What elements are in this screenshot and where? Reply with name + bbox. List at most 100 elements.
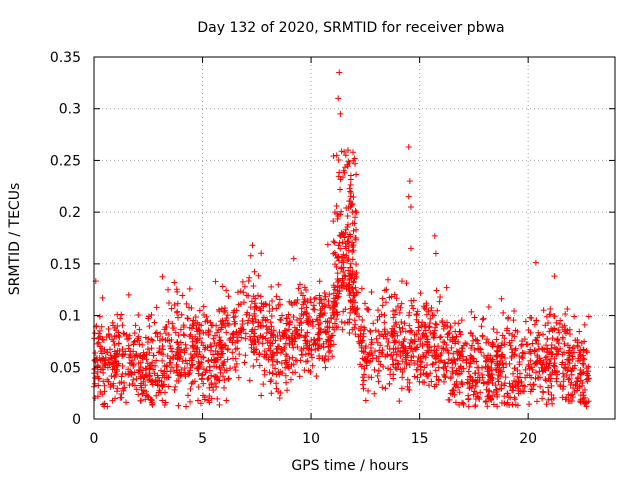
data-point — [280, 333, 287, 340]
data-point — [511, 352, 518, 359]
data-point — [167, 345, 174, 352]
data-point — [501, 355, 508, 362]
data-point — [101, 388, 108, 395]
data-point — [105, 325, 112, 332]
data-point — [388, 328, 395, 335]
data-point — [382, 299, 389, 306]
data-point — [328, 332, 335, 339]
data-point — [572, 382, 579, 389]
data-point — [92, 374, 99, 381]
data-point — [333, 152, 340, 159]
data-point — [539, 368, 546, 375]
data-point — [126, 371, 133, 378]
data-point — [220, 309, 227, 316]
data-point — [149, 359, 156, 366]
data-point — [492, 382, 499, 389]
data-point — [393, 295, 400, 302]
data-point — [560, 378, 567, 385]
data-point — [250, 319, 257, 326]
data-point — [183, 345, 190, 352]
data-point — [307, 299, 314, 306]
data-point — [331, 249, 338, 256]
data-point — [501, 380, 508, 387]
data-point — [406, 379, 413, 386]
data-point — [318, 343, 325, 350]
data-point — [283, 361, 290, 368]
data-point — [361, 326, 368, 333]
data-point — [332, 261, 339, 268]
data-point — [111, 360, 118, 367]
data-point — [557, 317, 564, 324]
data-point — [217, 341, 224, 348]
data-point — [279, 332, 286, 339]
data-point — [191, 352, 198, 359]
data-point — [363, 360, 370, 366]
data-point — [433, 321, 440, 328]
data-point — [494, 361, 501, 368]
data-point — [350, 149, 357, 156]
data-point — [159, 273, 166, 280]
data-point — [579, 360, 586, 367]
data-point — [392, 338, 399, 345]
data-point — [230, 330, 237, 337]
data-point — [559, 335, 566, 342]
data-point — [196, 321, 203, 328]
data-point — [564, 305, 571, 312]
data-point — [136, 341, 143, 348]
data-point — [142, 365, 149, 372]
data-point — [249, 242, 256, 249]
data-point — [419, 379, 426, 386]
data-point — [294, 316, 301, 323]
data-point — [232, 367, 239, 374]
data-point — [352, 236, 359, 243]
data-point — [565, 356, 572, 363]
data-point — [426, 343, 433, 350]
data-point — [94, 340, 101, 347]
data-point — [161, 389, 168, 396]
data-point — [465, 368, 472, 375]
data-point — [237, 288, 244, 295]
data-point — [330, 341, 337, 348]
data-point — [186, 285, 193, 292]
data-point — [490, 401, 497, 408]
data-point — [291, 324, 298, 331]
data-point — [467, 374, 474, 381]
data-point — [338, 148, 345, 155]
data-point — [292, 335, 299, 342]
data-point — [304, 357, 311, 364]
data-point — [373, 335, 380, 342]
data-point — [210, 335, 217, 342]
data-point — [142, 396, 149, 403]
data-point — [322, 329, 329, 336]
data-point — [316, 330, 323, 337]
data-point — [313, 373, 320, 380]
data-point — [184, 315, 191, 322]
data-point — [288, 332, 295, 339]
data-point — [273, 380, 280, 387]
data-point — [485, 363, 492, 370]
data-point — [561, 322, 568, 329]
data-point — [148, 345, 155, 352]
data-point — [345, 267, 352, 274]
data-point — [476, 345, 483, 352]
data-point — [318, 296, 325, 303]
data-point — [222, 317, 229, 324]
chart-title: Day 132 of 2020, SRMTID for receiver pbw… — [197, 20, 504, 36]
data-point — [413, 344, 420, 351]
data-point — [326, 319, 333, 326]
data-point — [466, 363, 473, 370]
data-point — [119, 353, 126, 360]
data-point — [208, 395, 215, 402]
data-point — [182, 341, 189, 348]
data-point — [205, 357, 212, 364]
data-point — [168, 336, 175, 343]
data-point — [179, 358, 186, 365]
data-point — [545, 364, 552, 371]
data-point — [390, 345, 397, 352]
data-point — [501, 341, 508, 348]
data-point — [448, 374, 455, 381]
data-point — [181, 332, 188, 339]
data-point — [521, 336, 528, 343]
data-point — [211, 340, 218, 347]
data-point — [559, 370, 566, 377]
